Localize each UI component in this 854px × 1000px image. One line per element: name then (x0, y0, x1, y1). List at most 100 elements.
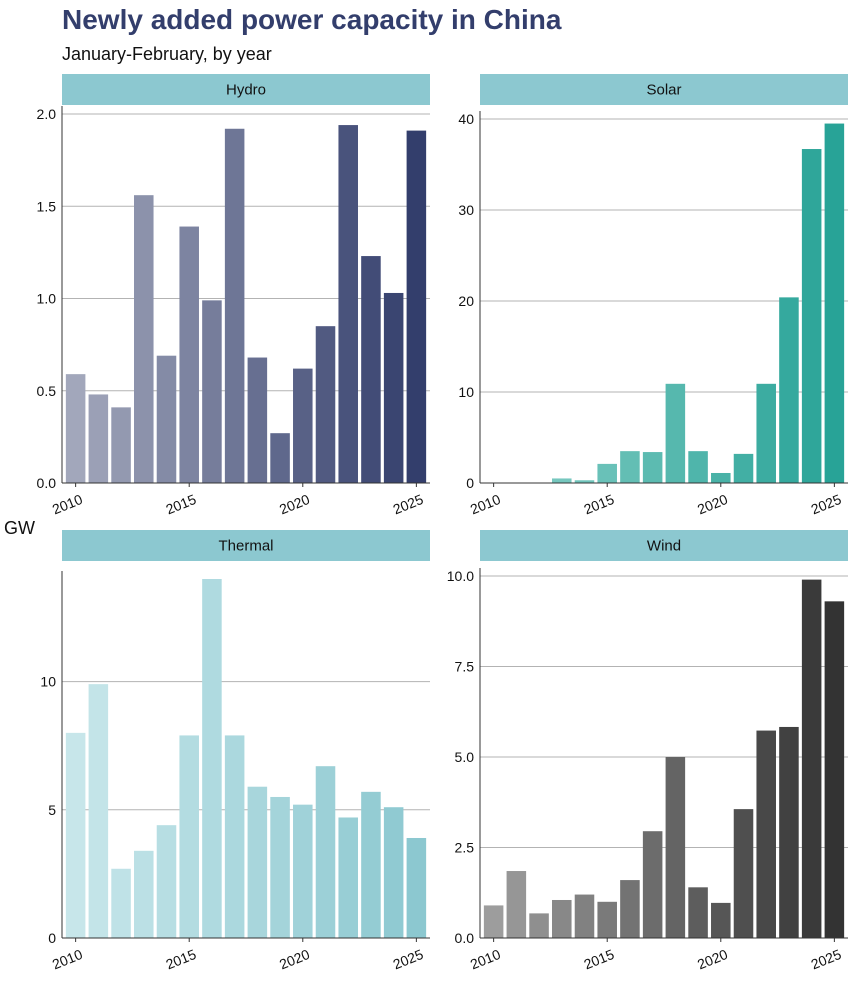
x-tick-label: 2015 (163, 946, 198, 973)
x-tick-label: 2020 (277, 946, 312, 973)
y-tick-label: 7.5 (455, 659, 475, 675)
x-tick-label: 2015 (581, 946, 616, 973)
facet-strip (480, 74, 848, 105)
bar-2024: Thermal 2024: 5.1 (383, 807, 404, 938)
bar-2024: Hydro 2024: 1.03 (383, 292, 404, 483)
x-tick-label: 2010 (468, 491, 503, 518)
bar-2025: Hydro 2025: 1.91 (406, 130, 427, 484)
chart-subtitle: January-February, by year (62, 44, 272, 64)
bar-2020: Wind 2020: 0.97 (711, 902, 731, 938)
panel-thermal: Thermal 0 5 10 Thermal 2010: 8Thermal 2011: … (40, 530, 430, 972)
bar-2014: Hydro 2014: 0.69 (156, 355, 177, 483)
facet-label: Solar (646, 82, 681, 99)
bar-2018: Thermal 2018: 5.9 (247, 786, 268, 938)
bar-2022: Wind 2022: 5.73 (756, 730, 776, 938)
bar-2021: Thermal 2021: 6.7 (315, 766, 336, 938)
bar-2013: Solar 2013: 0.5 (552, 478, 572, 483)
y-tick-label: 30 (458, 202, 474, 218)
y-tick-label: 20 (458, 293, 474, 309)
bar-2018: Solar 2018: 10.9 (665, 383, 686, 483)
bar-2018: Wind 2018: 5 (665, 757, 686, 938)
bar-2025: Wind 2025: 9.3 (824, 601, 845, 938)
bar-2016: Solar 2016: 3.5 (620, 451, 640, 483)
facet-label: Thermal (218, 538, 273, 555)
bar-2020: Solar 2020: 1.1 (711, 472, 731, 483)
y-tick-label: 1.5 (37, 198, 57, 214)
y-tick-label: 10 (40, 674, 56, 690)
bar-2019: Thermal 2019: 5.5 (270, 796, 290, 938)
x-tick-label: 2010 (468, 946, 503, 973)
y-tick-label: 1.0 (37, 291, 57, 307)
x-tick-label: 2020 (695, 491, 730, 518)
bar-2011: Thermal 2011: 9.9 (88, 684, 109, 938)
x-tick-label: 2020 (277, 491, 312, 518)
bar-2023: Hydro 2023: 1.23 (361, 256, 381, 483)
bar-2013: Thermal 2013: 3.4 (134, 850, 154, 938)
bar-2015: Wind 2015: 1 (597, 901, 617, 938)
bar-2017: Hydro 2017: 1.92 (224, 128, 245, 483)
bar-2024: Wind 2024: 9.9 (801, 579, 822, 938)
bar-2021: Hydro 2021: 0.85 (315, 326, 336, 483)
y-tick-label: 2.5 (455, 840, 475, 856)
bar-2013: Wind 2013: 1.05 (552, 899, 572, 938)
bar-2010: Thermal 2010: 8 (65, 732, 86, 938)
bar-2010: Wind 2010: 0.9 (483, 905, 504, 938)
bar-2021: Wind 2021: 3.56 (733, 809, 754, 938)
bar-2023: Thermal 2023: 5.7 (361, 791, 381, 938)
x-tick-label: 2025 (809, 491, 844, 518)
x-tick-label: 2025 (391, 491, 426, 518)
bar-2013: Hydro 2013: 1.56 (134, 195, 154, 483)
bar-2016: Hydro 2016: 0.99 (202, 300, 222, 483)
bar-2019: Hydro 2019: 0.27 (270, 433, 290, 483)
facet-label: Wind (647, 538, 681, 555)
bar-2025: Solar 2025: 39.5 (824, 123, 845, 484)
y-tick-label: 10 (458, 384, 474, 400)
bar-2019: Solar 2019: 3.5 (688, 451, 708, 483)
bar-2015: Thermal 2015: 7.9 (179, 735, 199, 938)
y-tick-label: 40 (458, 111, 474, 127)
y-tick-label: 0.5 (37, 383, 57, 399)
y-tick-label: 2.0 (37, 106, 57, 122)
bar-2020: Thermal 2020: 5.2 (293, 804, 313, 938)
bar-2024: Solar 2024: 36.7 (801, 149, 822, 483)
bar-2011: Hydro 2011: 0.48 (88, 394, 109, 483)
bar-2023: Solar 2023: 20.4 (779, 297, 799, 483)
x-tick-label: 2015 (581, 491, 616, 518)
bar-2023: Wind 2023: 5.83 (779, 726, 799, 938)
y-tick-label: 0 (48, 930, 56, 946)
bar-2011: Wind 2011: 1.85 (506, 871, 527, 938)
bar-2014: Wind 2014: 1.2 (574, 894, 595, 938)
y-tick-label: 5.0 (455, 749, 475, 765)
y-axis-label: GW (4, 518, 35, 538)
facet-strip (62, 74, 430, 105)
chart-title: Newly added power capacity in China (62, 4, 562, 35)
panel-solar: Solar010203040Solar 2010: 0Solar 2011: 0… (458, 74, 848, 517)
facet-strip (62, 530, 430, 561)
bar-2020: Hydro 2020: 0.62 (293, 368, 313, 483)
bar-2022: Thermal 2022: 4.7 (338, 817, 358, 938)
bar-2025: Thermal 2025: 3.9 (406, 837, 427, 938)
y-tick-label: 0.0 (37, 475, 57, 491)
bar-2018: Hydro 2018: 0.68 (247, 357, 268, 483)
x-tick-label: 2010 (50, 946, 85, 973)
bar-2014: Solar 2014: 0.3 (574, 480, 595, 483)
facet-strip (480, 530, 848, 561)
x-tick-label: 2010 (50, 491, 85, 518)
y-tick-label: 0.0 (455, 930, 475, 946)
bar-2012: Hydro 2012: 0.41 (111, 407, 131, 483)
bar-2022: Hydro 2022: 1.94 (338, 125, 358, 483)
bar-2014: Thermal 2014: 4.4 (156, 825, 177, 938)
y-tick-label: 0 (466, 475, 474, 491)
bar-2016: Thermal 2016: 14 (202, 579, 222, 938)
bar-2022: Solar 2022: 10.9 (756, 383, 776, 483)
facet-label: Hydro (226, 82, 266, 99)
bar-2012: Thermal 2012: 2.7 (111, 868, 131, 938)
bar-2012: Wind 2012: 0.68 (529, 913, 549, 938)
y-tick-label: 5 (48, 802, 56, 818)
x-tick-label: 2025 (391, 946, 426, 973)
bar-2016: Wind 2016: 1.6 (620, 880, 640, 938)
bar-2015: Solar 2015: 2.1 (597, 463, 617, 483)
